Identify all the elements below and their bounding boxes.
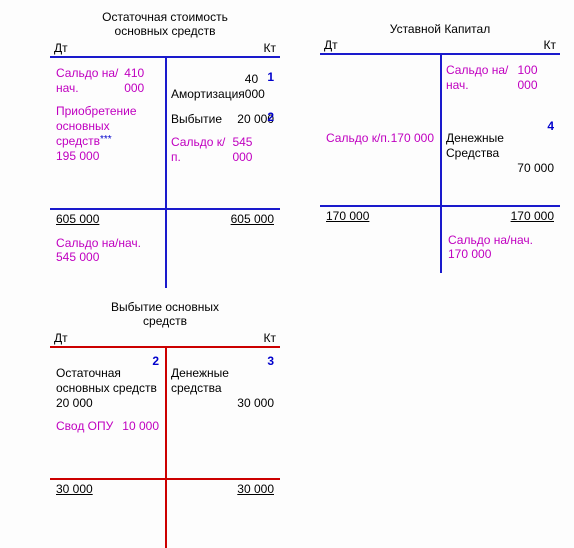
kt-label: Кт bbox=[544, 38, 557, 52]
account-header: Дт Кт bbox=[320, 38, 560, 55]
kt-label: Кт bbox=[264, 331, 277, 345]
credit-entry: 1Амортизация40 000 bbox=[171, 72, 274, 102]
entry-value: 100 000 bbox=[518, 63, 555, 93]
debit-entry: 2Остаточная основных средств20 000 bbox=[56, 356, 159, 411]
account-title: Уставной Капитал bbox=[320, 22, 560, 36]
credit-column: Сальдо на/нач.100 000 4Денежные Средства7… bbox=[440, 55, 560, 205]
entry-label: Остаточная основных средств bbox=[56, 366, 159, 396]
account-header: Дт Кт bbox=[50, 41, 280, 58]
account-body: 2Остаточная основных средств20 000 Свод О… bbox=[50, 348, 280, 478]
t-account-capital: Уставной КапиталДтКтСальдо к/п.170 000Са… bbox=[320, 22, 560, 261]
debit-column: Сальдо к/п.170 000 bbox=[320, 55, 440, 205]
credit-entry: Сальдо на/нач.100 000 bbox=[446, 63, 554, 93]
credit-entry: 4Денежные Средства70 000 bbox=[446, 121, 554, 176]
debit-entry: Сальдо к/п.170 000 bbox=[326, 131, 434, 146]
dt-label: Дт bbox=[54, 41, 68, 55]
account-title: Остаточная стоимостьосновных средств bbox=[50, 10, 280, 39]
entry-label: Приобретение основных средств*** bbox=[56, 104, 159, 149]
entry-label: Сальдо к/п. bbox=[326, 131, 390, 146]
entry-ref: 2 bbox=[267, 110, 274, 125]
total-dt: 30 000 bbox=[56, 482, 93, 496]
account-body: Сальдо к/п.170 000 Сальдо на/нач.100 000 4… bbox=[320, 55, 560, 205]
account-title: Выбытие основныхсредств bbox=[50, 300, 280, 329]
dt-label: Дт bbox=[324, 38, 338, 52]
entry-value: 20 000 bbox=[56, 396, 159, 411]
entry-label: Сальдо на/нач. bbox=[56, 66, 124, 96]
debit-entry: Свод ОПУ 10 000 bbox=[56, 419, 159, 434]
entry-label: Сальдо на/нач. bbox=[446, 63, 518, 93]
debit-entry: Сальдо на/нач.410 000 bbox=[56, 66, 159, 96]
entry-ref: 2 bbox=[152, 354, 159, 369]
entry-value: 10 000 bbox=[122, 419, 159, 434]
debit-entry: Приобретение основных средств***195 000 bbox=[56, 104, 159, 164]
entry-label: Свод ОПУ bbox=[56, 419, 113, 434]
credit-column: 1Амортизация40 000 2Выбытие20 000 Сальдо к… bbox=[165, 58, 280, 208]
kt-label: Кт bbox=[264, 41, 277, 55]
entry-ref: 1 bbox=[267, 70, 274, 85]
entry-value: 70 000 bbox=[517, 161, 554, 176]
dt-label: Дт bbox=[54, 331, 68, 345]
account-body: Сальдо на/нач.410 000 Приобретение основн… bbox=[50, 58, 280, 208]
credit-entry: Сальдо к/п.545 000 bbox=[171, 135, 274, 165]
credit-entry: 2Выбытие20 000 bbox=[171, 112, 274, 127]
debit-column: Сальдо на/нач.410 000 Приобретение основн… bbox=[50, 58, 165, 208]
entry-ref: 3 bbox=[267, 354, 274, 369]
entry-label: Денежные средства bbox=[171, 366, 274, 396]
entry-value: 545 000 bbox=[232, 135, 274, 165]
t-account-disposal: Выбытие основныхсредств Дт Кт 2Остаточная о… bbox=[50, 300, 280, 496]
entry-value: 30 000 bbox=[237, 396, 274, 411]
total-kt: 605 000 bbox=[231, 212, 274, 226]
entry-value: 170 000 bbox=[391, 131, 434, 146]
total-kt: 170 000 bbox=[511, 209, 554, 223]
entry-label: Денежные Средства bbox=[446, 131, 554, 161]
credit-column: 3Денежные средства30 000 bbox=[165, 348, 280, 478]
debit-column: 2Остаточная основных средств20 000 Свод О… bbox=[50, 348, 165, 478]
total-dt: 605 000 bbox=[56, 212, 99, 226]
entry-value: 410 000 bbox=[124, 66, 159, 96]
credit-entry: 3Денежные средства30 000 bbox=[171, 356, 274, 411]
entry-label: Сальдо к/п. bbox=[171, 135, 232, 165]
t-account-fixed_assets: Остаточная стоимостьосновных средств Дт Кт… bbox=[50, 10, 280, 264]
entry-ref: 4 bbox=[547, 119, 554, 134]
total-kt: 30 000 bbox=[237, 482, 274, 496]
account-header: Дт Кт bbox=[50, 331, 280, 348]
total-dt: 170 000 bbox=[326, 209, 369, 223]
entry-value: 195 000 bbox=[56, 149, 159, 164]
